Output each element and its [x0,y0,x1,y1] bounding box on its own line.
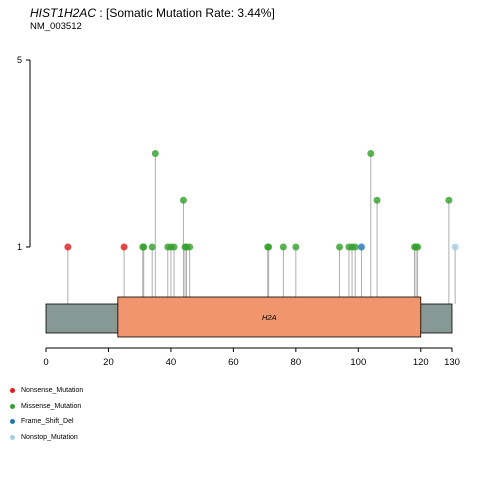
mutation-point [151,150,159,157]
x-tick-label: 130 [444,357,460,368]
legend-label: Nonstop_Mutation [21,433,78,441]
mutation-point [367,150,375,157]
domain-label: H2A [262,313,277,322]
gene-name: HIST1H2AC [30,6,97,20]
legend-dot-icon [10,403,15,409]
mutation-point [120,243,128,251]
legend: Nonsense_Mutation Missense_Mutation Fram… [10,383,83,445]
legend-label: Nonsense_Mutation [21,387,84,395]
mutation-point [351,243,359,251]
transcript-id: NM_003512 [30,21,82,32]
mutation-point [336,243,344,251]
mutation-point [148,243,156,251]
mutation-point [265,243,273,251]
domain-box [117,296,422,338]
x-tick-label: 20 [103,357,114,368]
legend-item-nonstop: Nonstop_Mutation [10,430,83,446]
mutation-point [451,243,459,251]
mutation-point [186,243,194,251]
mutation-point [179,196,187,204]
mutation-point [292,243,300,251]
legend-item-frameshift: Frame_Shift_Del [10,414,83,430]
x-tick-label: 120 [413,357,429,368]
mutation-point [140,243,148,251]
legend-dot-icon [10,388,15,394]
x-tick-label: 0 [43,357,48,368]
legend-item-missense: Missense_Mutation [10,399,83,415]
y-tick-label: 1 [17,242,22,252]
x-tick-label: 100 [350,357,366,368]
y-tick-label: 5 [17,55,22,65]
legend-label: Missense_Mutation [21,402,82,410]
mutation-point [373,196,381,204]
mutation-point [64,243,72,251]
mutation-point [414,243,422,251]
legend-dot-icon [10,434,15,440]
mutation-rate-text: : [Somatic Mutation Rate: 3.44%] [96,6,275,20]
mutation-point [357,243,365,251]
legend-dot-icon [10,419,15,425]
legend-label: Frame_Shift_Del [21,418,74,426]
chart-title: HIST1H2AC : [Somatic Mutation Rate: 3.44… [30,6,275,20]
mutation-point [445,196,453,204]
x-tick-label: 80 [291,357,302,368]
mutation-point [170,243,178,251]
legend-item-nonsense: Nonsense_Mutation [10,383,83,399]
x-tick-label: 60 [228,357,239,368]
x-tick-label: 40 [166,357,177,368]
mutation-point [279,243,287,251]
